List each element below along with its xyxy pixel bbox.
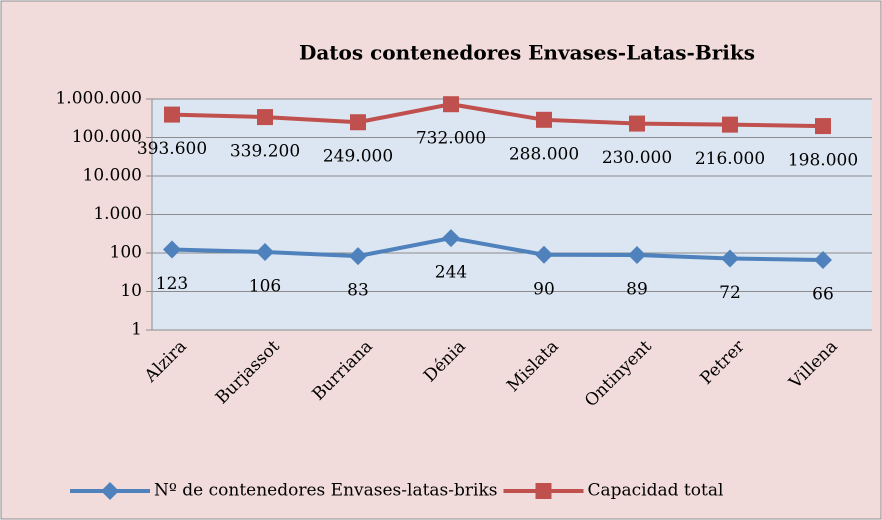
y-tick-label: 100 bbox=[110, 243, 142, 263]
marker bbox=[257, 109, 273, 126]
legend-label: Capacidad total bbox=[588, 481, 724, 501]
y-tick-label: 1 bbox=[131, 320, 142, 340]
marker bbox=[629, 115, 645, 132]
data-label: 89 bbox=[626, 279, 648, 299]
data-label: 732.000 bbox=[416, 129, 486, 149]
y-tick-label: 10 bbox=[120, 281, 142, 301]
data-label: 339.200 bbox=[230, 142, 300, 162]
data-label: 90 bbox=[533, 279, 555, 299]
marker bbox=[349, 247, 367, 266]
marker bbox=[442, 229, 460, 248]
data-label: 83 bbox=[347, 281, 369, 301]
data-label: 216.000 bbox=[695, 149, 765, 169]
marker bbox=[535, 483, 552, 499]
marker bbox=[814, 250, 832, 269]
marker bbox=[722, 116, 738, 133]
data-label: 72 bbox=[719, 283, 741, 303]
marker bbox=[721, 249, 739, 268]
data-label: 198.000 bbox=[788, 151, 858, 171]
marker bbox=[628, 245, 646, 264]
y-tick-label: 1.000.000 bbox=[55, 89, 142, 109]
data-label: 230.000 bbox=[602, 148, 672, 168]
y-tick-label: 10.000 bbox=[83, 166, 142, 186]
data-label: 244 bbox=[435, 263, 467, 283]
series-line bbox=[171, 102, 824, 129]
marker bbox=[536, 111, 552, 128]
data-label: 288.000 bbox=[509, 144, 579, 164]
data-label: 123 bbox=[156, 274, 188, 294]
series-line bbox=[171, 236, 824, 262]
data-label: 249.000 bbox=[323, 147, 393, 167]
marker bbox=[101, 482, 119, 500]
marker bbox=[535, 245, 553, 264]
data-label: 66 bbox=[812, 284, 834, 304]
marker bbox=[350, 114, 366, 131]
marker bbox=[443, 96, 459, 113]
marker bbox=[256, 243, 274, 262]
chart-title: Datos contenedores Envases-Latas-Briks bbox=[299, 41, 755, 65]
y-tick-label: 1.000 bbox=[93, 204, 142, 224]
legend-label: Nº de contenedores Envases-latas-briks bbox=[154, 481, 498, 501]
data-label: 106 bbox=[249, 277, 281, 297]
marker bbox=[163, 240, 181, 259]
marker bbox=[164, 106, 180, 123]
y-tick-label: 100.000 bbox=[72, 127, 142, 147]
marker bbox=[815, 118, 831, 135]
data-label: 393.600 bbox=[137, 139, 207, 159]
